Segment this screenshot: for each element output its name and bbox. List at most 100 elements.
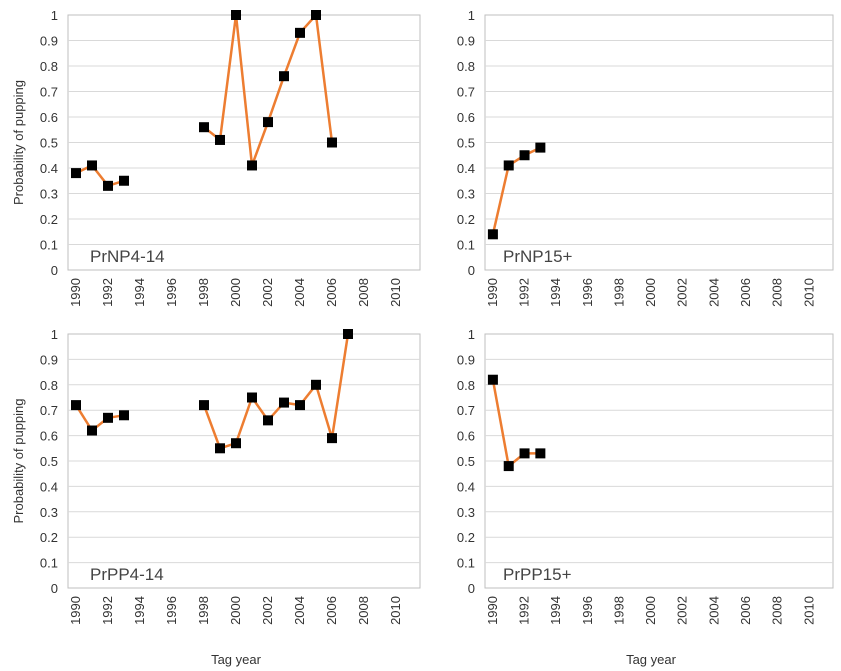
x-tick-label: 2006	[324, 278, 339, 307]
series-line-segment-1	[75, 164, 125, 188]
x-tick-label: 1998	[196, 278, 211, 307]
y-tick-label: 0.8	[457, 378, 475, 393]
y-tick-label: 0.2	[457, 530, 475, 545]
x-tick-label: 2008	[770, 596, 785, 625]
data-point-1991	[87, 425, 97, 436]
x-tick-label: 2010	[801, 278, 816, 307]
y-tick-label: 0.3	[457, 505, 475, 520]
x-tick-label: 1992	[100, 278, 115, 307]
x-tick-label: 2004	[292, 278, 307, 307]
y-tick-label: 0.4	[457, 479, 475, 494]
x-tick-label: 2006	[324, 596, 339, 625]
y-tick-label: 0.8	[457, 59, 475, 74]
data-point-2006	[327, 433, 337, 444]
x-tick-label: 2010	[388, 278, 403, 307]
x-tick-label: 1994	[132, 596, 147, 625]
x-tick-label: 1996	[164, 596, 179, 625]
x-tick-label: 2008	[356, 596, 371, 625]
data-point-2007	[343, 329, 353, 339]
data-point-1990	[487, 229, 498, 240]
y-tick-label: 0.4	[40, 161, 58, 176]
data-point-1993	[535, 142, 546, 153]
data-point-1998	[199, 122, 209, 133]
x-tick-label: 2004	[706, 278, 721, 307]
data-point-2002	[263, 415, 273, 426]
y-tick-label: 0.5	[40, 136, 58, 151]
chart-panel-1: 0 0.1 0.2 0.3 0.4 0.5 0.6 0.7 0.8 0.9 1 1990 1992 199…	[11, 8, 421, 307]
y-tick-label: 0.1	[457, 238, 475, 253]
data-point-1992	[519, 448, 530, 459]
data-point-2001	[247, 160, 257, 171]
y-tick-label: 0.5	[40, 454, 58, 469]
y-tick-label: 0.6	[40, 429, 58, 444]
y-tick-label: 0.6	[40, 110, 58, 125]
data-point-1990	[71, 400, 81, 411]
series-line-segment-1	[491, 146, 541, 235]
data-point-1991	[503, 461, 514, 472]
x-tick-label: 1990	[485, 278, 500, 307]
data-point-2003	[279, 71, 289, 82]
series-line-segment-1	[491, 379, 541, 468]
y-tick-label: 0.5	[457, 136, 475, 151]
y-tick-label: 0.9	[40, 352, 58, 367]
x-tick-label: 2010	[801, 596, 816, 625]
y-tick-label: 0.2	[40, 212, 58, 227]
data-point-2001	[247, 392, 257, 403]
chart-panel-2: 0 0.1 0.2 0.3 0.4 0.5 0.6 0.7 0.8 0.9 1 1990 1992 199…	[457, 8, 834, 307]
y-tick-label: 0.6	[457, 110, 475, 125]
x-tick-label: 2006	[738, 278, 753, 307]
x-tick-label: 1990	[485, 596, 500, 625]
data-point-1998	[199, 400, 209, 411]
y-tick-label: 1	[468, 8, 475, 23]
y-tick-label: 0.2	[457, 212, 475, 227]
x-tick-label: 2008	[356, 278, 371, 307]
x-axis-label: Tag year	[626, 652, 677, 667]
y-tick-label: 1	[51, 327, 58, 342]
x-tick-label: 1994	[548, 596, 563, 625]
data-point-1990	[71, 168, 81, 179]
series-line-segment-1	[74, 404, 125, 432]
y-tick-label: 0.6	[457, 429, 475, 444]
x-tick-label: 1996	[580, 278, 595, 307]
x-tick-label: 2006	[738, 596, 753, 625]
y-tick-label: 1	[51, 8, 58, 23]
data-point-2004	[295, 27, 305, 38]
series-line-segment-2	[202, 333, 350, 450]
x-tick-label: 1992	[517, 278, 532, 307]
x-tick-label: 1994	[132, 278, 147, 307]
y-tick-label: 0.9	[40, 34, 58, 49]
x-tick-label: 1996	[164, 278, 179, 307]
y-tick-label: 0.4	[457, 161, 475, 176]
y-tick-label: 0.9	[457, 352, 475, 367]
y-tick-label: 0.7	[40, 85, 58, 100]
x-tick-label: 1996	[580, 596, 595, 625]
panel-label: PrNP15+	[503, 247, 573, 266]
x-tick-label: 1992	[517, 596, 532, 625]
x-tick-label: 1998	[611, 596, 626, 625]
y-tick-label: 0	[51, 263, 58, 278]
x-tick-label: 1998	[611, 278, 626, 307]
data-point-2002	[263, 117, 273, 128]
x-axis-label: Tag year	[211, 652, 262, 667]
data-point-1993	[119, 175, 129, 186]
y-axis-label: Probability of pupping	[11, 80, 26, 205]
data-point-2003	[279, 397, 289, 408]
x-tick-label: 2008	[770, 278, 785, 307]
data-point-2006	[327, 137, 337, 148]
data-point-1991	[503, 160, 514, 171]
y-tick-label: 0	[51, 581, 58, 596]
y-tick-label: 0.3	[40, 187, 58, 202]
data-point-2000	[231, 10, 241, 20]
data-point-1999	[215, 134, 225, 145]
x-tick-label: 2002	[260, 278, 275, 307]
y-axis-label: Probability of pupping	[11, 398, 26, 523]
y-tick-label: 0.2	[40, 530, 58, 545]
x-tick-label: 1990	[68, 278, 83, 307]
y-tick-label: 0.8	[40, 59, 58, 74]
x-tick-label: 2002	[675, 278, 690, 307]
data-point-1990	[487, 374, 498, 385]
x-tick-label: 1990	[68, 596, 83, 625]
y-tick-label: 0.7	[40, 403, 58, 418]
x-tick-label: 1994	[548, 278, 563, 307]
